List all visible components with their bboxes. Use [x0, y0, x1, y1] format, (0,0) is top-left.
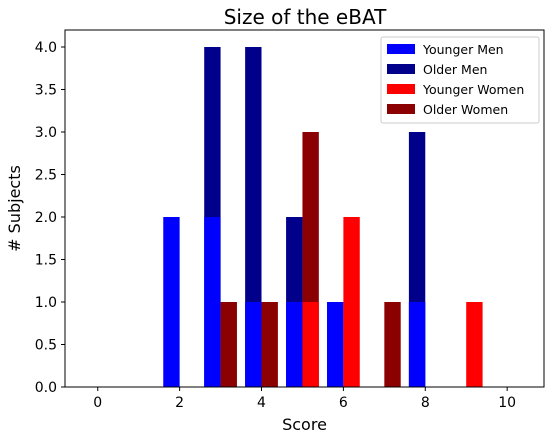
legend-label-1: Older Men: [423, 62, 487, 77]
legend-swatch-3: [387, 104, 415, 114]
x-tick-label-4: 8: [421, 395, 430, 411]
bar-series2-2: [466, 302, 483, 387]
bar-series3-0: [220, 302, 237, 387]
bar-series2-1: [343, 217, 360, 387]
legend: Younger Men Older Men Younger Women Older W…: [380, 36, 540, 124]
bar-series0-3: [286, 302, 303, 387]
y-tick-label-2: 1.0: [35, 295, 57, 311]
y-tick-label-5: 2.5: [35, 168, 57, 184]
y-axis-label: # Subjects: [5, 165, 24, 252]
bar-series0-1: [204, 217, 221, 387]
y-tick-label-6: 3.0: [35, 125, 57, 141]
x-tick-label-1: 2: [175, 395, 184, 411]
y-tick-label-4: 2.0: [35, 210, 57, 226]
legend-box: [380, 36, 540, 124]
y-tick-label-0: 0.0: [35, 380, 57, 396]
x-tick-label-5: 10: [498, 395, 516, 411]
y-tick-label-1: 0.5: [35, 338, 57, 354]
bar-series3-1: [261, 302, 278, 387]
x-axis-label: Score: [282, 415, 327, 434]
y-axis-ticks: 0.0 0.5 1.0 1.5 2.0 2.5 3.0 3.5 4.0: [35, 40, 65, 396]
bar-series0-0: [163, 217, 180, 387]
y-tick-label-8: 4.0: [35, 40, 57, 56]
x-tick-label-3: 6: [339, 395, 348, 411]
legend-swatch-2: [387, 84, 415, 94]
x-tick-label-2: 4: [257, 395, 266, 411]
bar-series2-0: [302, 302, 319, 387]
bar-series0-5: [408, 302, 426, 387]
bar-series3-3: [384, 302, 401, 387]
legend-label-3: Older Women: [423, 102, 508, 117]
legend-label-0: Younger Men: [422, 42, 504, 57]
plot-frame: [64, 29, 545, 388]
legend-swatch-0: [387, 44, 415, 54]
y-tick-label-3: 1.5: [35, 253, 57, 269]
legend-label-2: Younger Women: [422, 82, 524, 97]
bar-series0-4: [327, 302, 344, 387]
chart-title: Size of the eBAT: [224, 5, 387, 29]
y-tick-label-7: 3.5: [35, 83, 57, 99]
bar-series0-2: [245, 302, 262, 387]
x-tick-label-0: 0: [93, 395, 102, 411]
legend-swatch-1: [387, 64, 415, 74]
bars-group: [163, 47, 483, 387]
x-axis-ticks: 0 2 4 6 8 10: [93, 387, 516, 411]
